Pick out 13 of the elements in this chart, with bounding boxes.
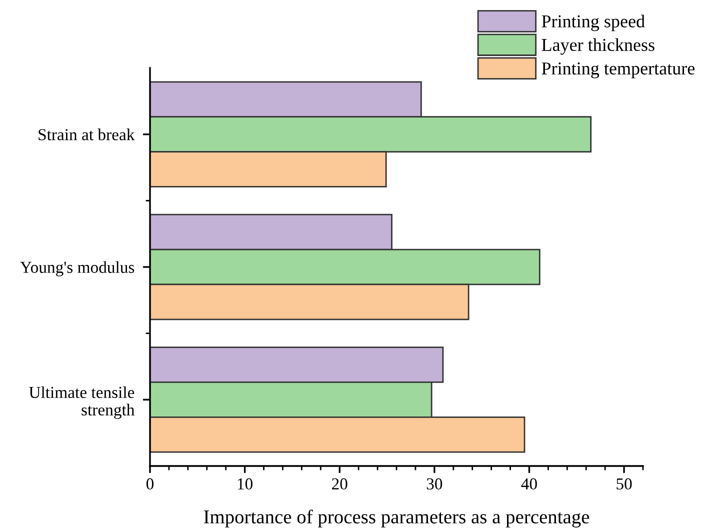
x-tick-label: 20 bbox=[332, 478, 348, 490]
x-axis-title: Importance of process parameters as a percentage bbox=[204, 510, 590, 528]
x-tick-label: 50 bbox=[616, 478, 632, 490]
legend-label: Layer thickness bbox=[542, 38, 654, 55]
legend-label: Printing tempertature bbox=[542, 62, 695, 78]
legend-label: Printing speed bbox=[542, 14, 645, 32]
x-tick-label: 40 bbox=[521, 478, 537, 490]
x-tick-label: 10 bbox=[238, 478, 253, 490]
y-tick-label: Ultimate tensile strength bbox=[29, 386, 135, 419]
x-tick-label: 0 bbox=[146, 478, 154, 490]
x-tick-label: 30 bbox=[426, 478, 442, 490]
y-tick-label: Strain at break bbox=[38, 128, 135, 140]
y-tick-label: Young's modulus bbox=[20, 261, 134, 276]
